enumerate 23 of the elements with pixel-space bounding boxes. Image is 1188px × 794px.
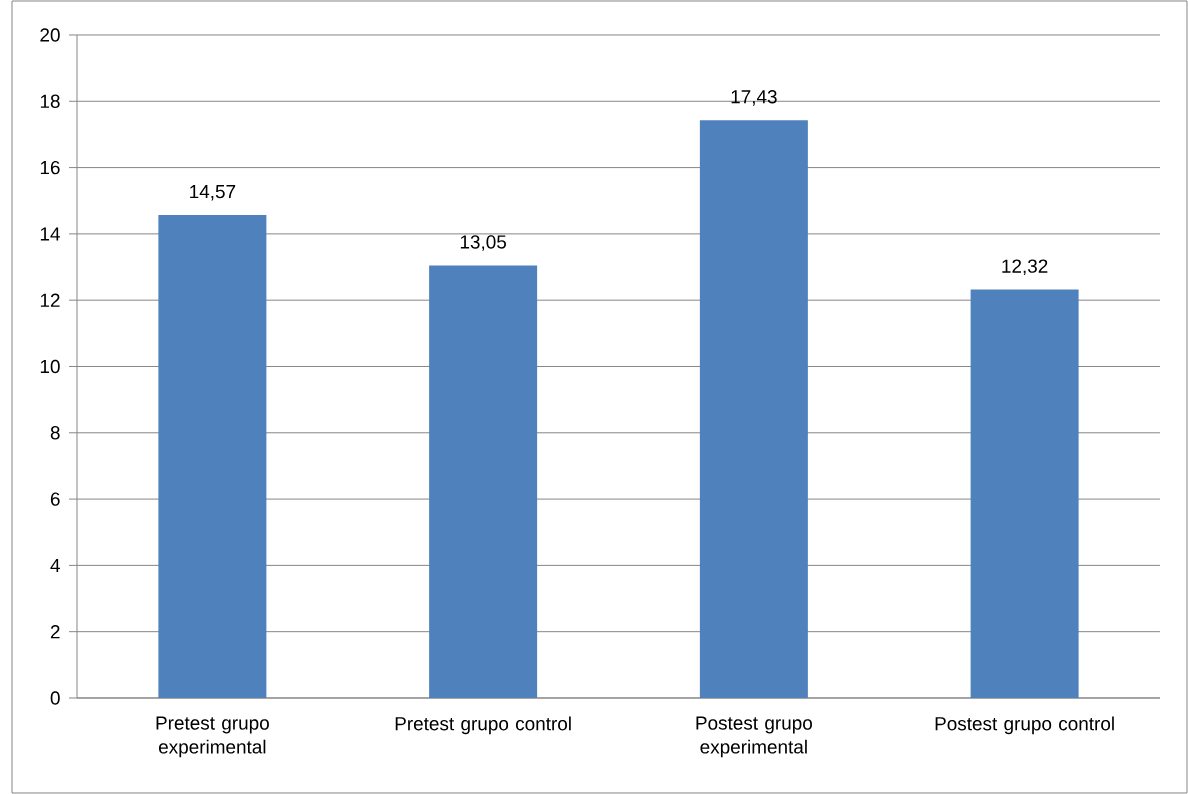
- x-tick-label: Pretest grupo experimental: [156, 716, 269, 758]
- data-label: 14,57: [190, 185, 236, 201]
- bar: [158, 214, 267, 698]
- x-tick-label: Pretest grupo control: [395, 716, 571, 735]
- data-label: 13,05: [460, 235, 507, 251]
- y-tick-label: 8: [50, 426, 60, 440]
- y-tick-label: 12: [40, 293, 60, 307]
- bar: [699, 120, 808, 698]
- y-tick-label: 16: [40, 160, 60, 175]
- y-tick-label: 18: [40, 94, 60, 108]
- y-tick-label: 14: [40, 227, 60, 241]
- bar: [970, 289, 1079, 698]
- y-tick-label: 10: [40, 359, 60, 374]
- x-tick-label: Postest grupo control: [935, 716, 1114, 735]
- y-tick-label: 2: [50, 625, 60, 639]
- data-label: 12,32: [1002, 259, 1048, 276]
- data-label: 17,43: [731, 90, 777, 106]
- x-tick-label: Postest grupo experimental: [696, 716, 812, 758]
- y-tick-label: 20: [40, 28, 60, 42]
- bar: [429, 265, 538, 698]
- y-tick-label: 0: [50, 691, 60, 705]
- y-tick-label: 4: [50, 558, 60, 572]
- y-tick-label: 6: [50, 492, 60, 506]
